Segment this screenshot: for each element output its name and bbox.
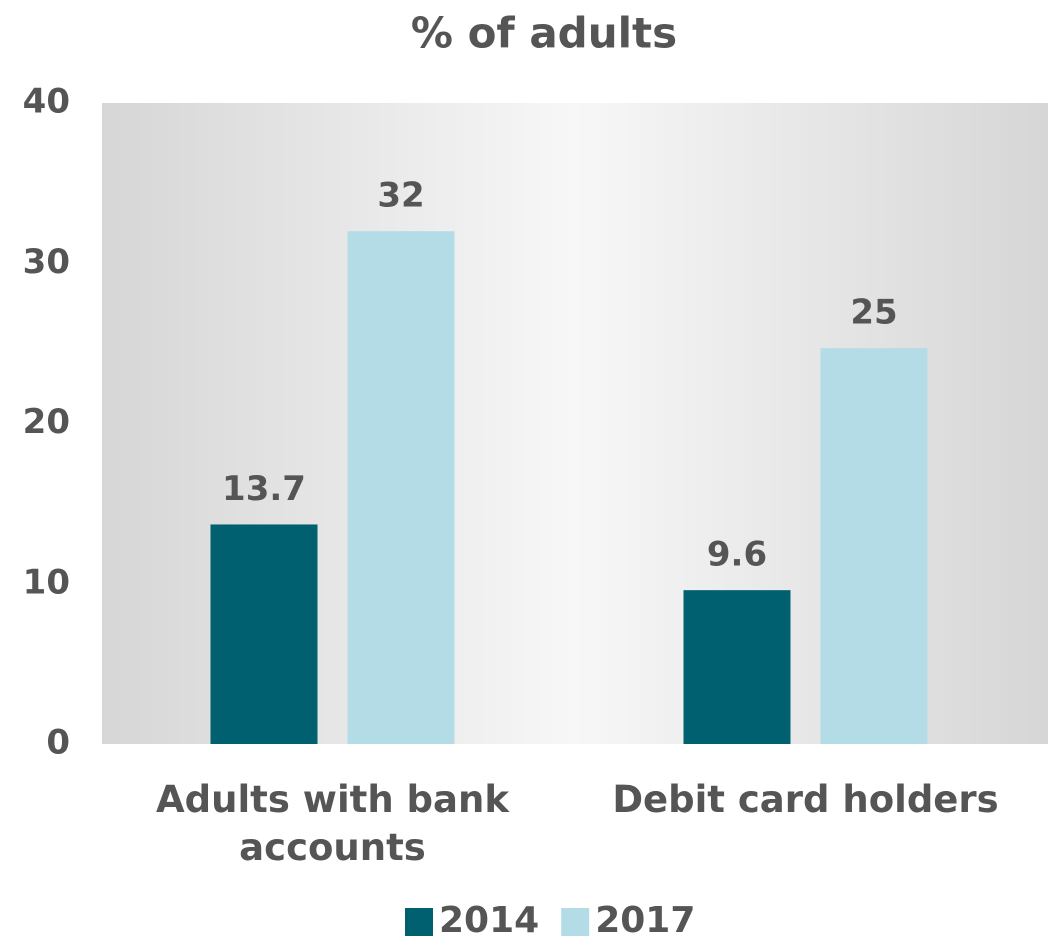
y-tick-label: 20 xyxy=(23,402,70,442)
data-label: 13.7 xyxy=(222,469,306,509)
data-label: 25 xyxy=(850,293,897,333)
bar xyxy=(210,524,318,744)
legend-label: 2014 xyxy=(439,900,539,941)
bar xyxy=(820,348,928,744)
data-label: 32 xyxy=(377,176,424,216)
y-tick-label: 30 xyxy=(23,242,70,282)
bar xyxy=(347,231,455,744)
legend-swatch xyxy=(405,908,433,936)
x-tick-label: Adults with bank accounts xyxy=(156,778,509,869)
y-tick-label: 0 xyxy=(46,723,70,763)
chart-title: % of adults xyxy=(411,9,677,58)
y-tick-label: 10 xyxy=(23,562,70,602)
legend-label: 2017 xyxy=(595,900,695,941)
data-label: 9.6 xyxy=(707,535,767,575)
legend-swatch xyxy=(561,908,590,936)
y-tick-label: 40 xyxy=(23,82,70,122)
x-tick-label: Debit card holders xyxy=(612,778,999,821)
bar xyxy=(683,590,791,744)
